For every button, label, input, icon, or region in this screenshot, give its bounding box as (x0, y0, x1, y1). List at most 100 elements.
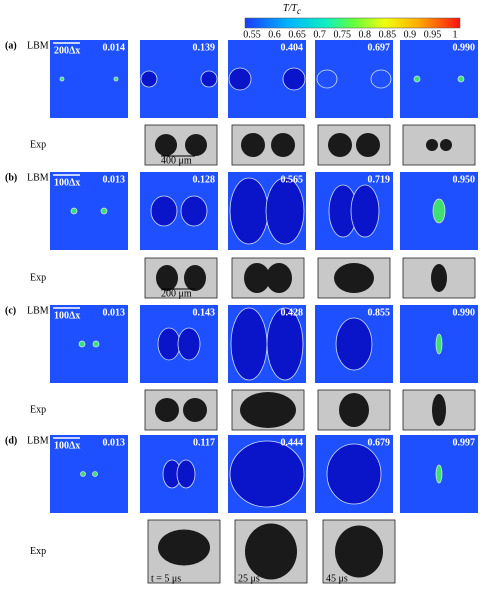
time-label: 0.013 (103, 174, 126, 185)
droplet (435, 333, 443, 355)
colorbar-title: T/Tc (283, 3, 301, 16)
exp-droplet (356, 133, 380, 157)
droplet (80, 471, 86, 477)
exp-droplet (183, 398, 207, 422)
droplet (432, 198, 446, 224)
exp-droplet (328, 133, 352, 157)
droplet (228, 67, 252, 91)
time-label: 0.013 (103, 307, 126, 318)
exp-droplet (440, 139, 452, 151)
colorbar-tick-label: 0.75 (333, 29, 351, 40)
time-label: 0.139 (193, 42, 216, 53)
droplet (180, 195, 208, 227)
colorbar-title-sub: c (297, 6, 301, 16)
scale-label: 100Δx (54, 177, 80, 188)
droplet (113, 76, 119, 82)
exp-label: Exp (30, 404, 46, 415)
sim-label: LBM (27, 435, 49, 446)
droplet (92, 340, 100, 348)
droplet (200, 70, 218, 88)
exp-droplet (335, 525, 383, 578)
droplet (176, 459, 196, 489)
time-label: 0.997 (453, 437, 476, 448)
time-label: 0.117 (193, 437, 215, 448)
droplet (350, 184, 380, 238)
exp-droplet (158, 529, 210, 566)
exp-label: Exp (30, 546, 46, 557)
exp-droplet (266, 263, 292, 293)
droplet (78, 340, 86, 348)
droplet (316, 69, 338, 89)
time-label: 0.990 (453, 307, 476, 318)
droplet (229, 440, 305, 508)
droplet (229, 177, 269, 245)
scale-label: 100Δx (54, 310, 80, 321)
exp-label-text: t = 5 μs (151, 573, 181, 584)
time-label: 0.697 (368, 42, 391, 53)
exp-label-text: 400 μm (161, 155, 192, 166)
exp-droplet (184, 265, 206, 291)
colorbar-tick-label: 0.9 (404, 29, 417, 40)
exp-droplet (271, 133, 295, 157)
droplet (265, 177, 305, 245)
time-label: 0.990 (453, 42, 476, 53)
row-label: (d) (5, 435, 17, 446)
time-label: 0.014 (103, 42, 126, 53)
exp-label-text: 25 μs (238, 573, 260, 584)
colorbar-tick-label: 0.65 (288, 29, 306, 40)
sim-label: LBM (27, 305, 49, 316)
colorbar-tick-label: 0.7 (313, 29, 326, 40)
colorbar-tick-label: 0.85 (379, 29, 397, 40)
droplet (457, 75, 465, 83)
time-label: 0.679 (368, 437, 391, 448)
droplet (157, 327, 181, 361)
droplet (370, 69, 392, 89)
time-label: 0.143 (193, 307, 216, 318)
scale-label: 100Δx (54, 440, 80, 451)
droplet (413, 75, 421, 83)
sim-label: LBM (27, 172, 49, 183)
time-label: 0.428 (281, 307, 304, 318)
time-label: 0.404 (281, 42, 304, 53)
droplet (140, 70, 158, 88)
colorbar-title-main: T/T (283, 3, 298, 14)
colorbar-tick-label: 0.6 (268, 29, 281, 40)
droplet (335, 317, 373, 371)
exp-droplet (240, 392, 296, 428)
colorbar-tick-label: 0.8 (359, 29, 372, 40)
time-label: 0.013 (103, 437, 126, 448)
droplet (282, 67, 306, 91)
exp-label-text: 45 μs (326, 573, 348, 584)
time-label: 0.950 (453, 174, 476, 185)
droplet (177, 327, 201, 361)
droplet (435, 464, 443, 484)
exp-droplet (432, 394, 446, 426)
row-label: (b) (5, 172, 17, 183)
droplet (230, 307, 268, 381)
exp-droplet (245, 523, 297, 580)
sim-panel (50, 435, 128, 513)
time-label: 0.719 (368, 174, 391, 185)
droplet (326, 443, 382, 505)
colorbar-tick-label: 1 (453, 29, 458, 40)
exp-droplet (155, 134, 177, 156)
time-label: 0.444 (281, 437, 304, 448)
droplet (59, 76, 65, 82)
exp-droplet (156, 265, 178, 291)
time-label: 0.855 (368, 307, 391, 318)
exp-label: Exp (30, 272, 46, 283)
time-label: 0.565 (281, 174, 304, 185)
colorbar-tick-label: 0.95 (424, 29, 442, 40)
exp-droplet (431, 264, 447, 292)
droplet (70, 207, 78, 215)
sim-panel (50, 172, 128, 250)
exp-droplet (426, 139, 438, 151)
sim-panel (50, 305, 128, 383)
exp-droplet (155, 398, 179, 422)
scale-label: 200Δx (54, 45, 80, 56)
exp-droplet (339, 393, 369, 427)
exp-label-text: 200 μm (161, 288, 192, 299)
colorbar (244, 17, 461, 29)
sim-panel (400, 40, 478, 118)
